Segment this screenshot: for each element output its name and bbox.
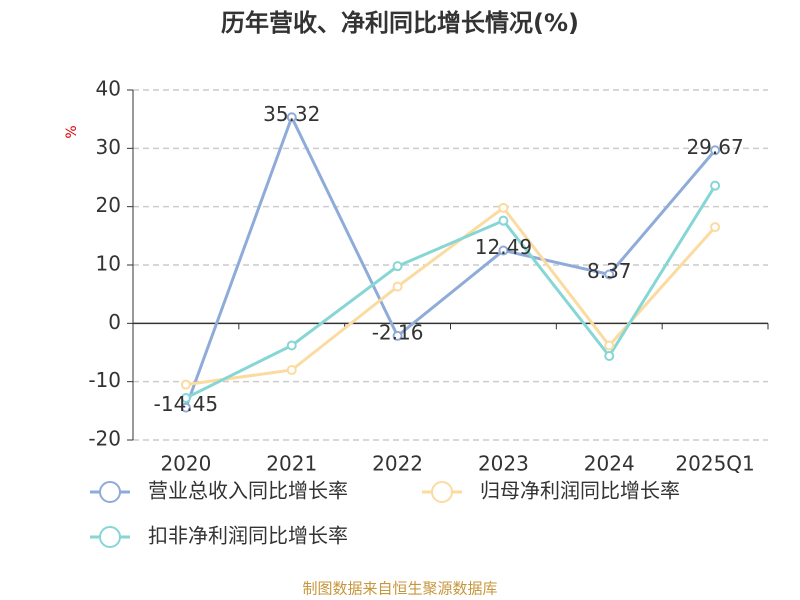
data-point xyxy=(180,402,191,413)
x-tick-label: 2022 xyxy=(372,452,423,476)
y-tick-label: -10 xyxy=(88,368,121,392)
x-tick-label: 2024 xyxy=(584,452,635,476)
data-point xyxy=(180,393,191,403)
series-line xyxy=(184,113,717,409)
data-point xyxy=(710,222,721,233)
legend-label: 扣非净利润同比增长率 xyxy=(148,524,348,548)
series-line xyxy=(185,184,717,400)
data-point xyxy=(498,245,509,256)
legend-label: 营业总收入同比增长率 xyxy=(148,479,348,503)
x-tick-label: 2023 xyxy=(478,452,529,476)
y-tick-label: 40 xyxy=(96,77,121,101)
data-label: 29.67 xyxy=(686,135,743,159)
data-point xyxy=(604,340,615,351)
data-point xyxy=(286,340,297,351)
data-point xyxy=(392,281,403,292)
legend-icon xyxy=(431,481,453,503)
chart-title: 历年营收、净利同比增长情况(%) xyxy=(221,9,579,37)
data-point xyxy=(286,365,297,375)
y-tick-label: -20 xyxy=(88,427,121,451)
data-point xyxy=(604,269,615,280)
data-point xyxy=(604,351,615,361)
legend-icon xyxy=(99,526,121,548)
data-label: -14.45 xyxy=(154,392,218,416)
y-tick-label: 0 xyxy=(108,310,121,334)
data-point xyxy=(392,261,403,272)
data-point xyxy=(498,215,509,226)
data-label: 35.32 xyxy=(263,102,320,126)
x-tick-label: 2025Q1 xyxy=(675,452,754,476)
data-point xyxy=(392,330,403,341)
x-tick-label: 2020 xyxy=(160,452,211,476)
y-tick-label: 30 xyxy=(96,135,121,159)
data-label: 12.49 xyxy=(475,235,532,259)
y-axis-label: % xyxy=(64,125,80,138)
data-point xyxy=(286,112,297,123)
y-tick-label: 20 xyxy=(96,193,121,217)
x-tick-label: 2021 xyxy=(266,452,317,476)
data-point xyxy=(710,180,721,191)
data-label: -2.16 xyxy=(372,320,424,344)
source-note: 制图数据来自恒生聚源数据库 xyxy=(302,580,497,598)
data-label: 8.37 xyxy=(587,259,632,283)
data-point xyxy=(710,145,721,156)
legend-icon xyxy=(99,481,121,503)
data-point xyxy=(180,379,191,390)
legend-label: 归母净利润同比增长率 xyxy=(480,479,680,503)
y-tick-label: 10 xyxy=(96,252,121,276)
data-point xyxy=(498,202,509,213)
